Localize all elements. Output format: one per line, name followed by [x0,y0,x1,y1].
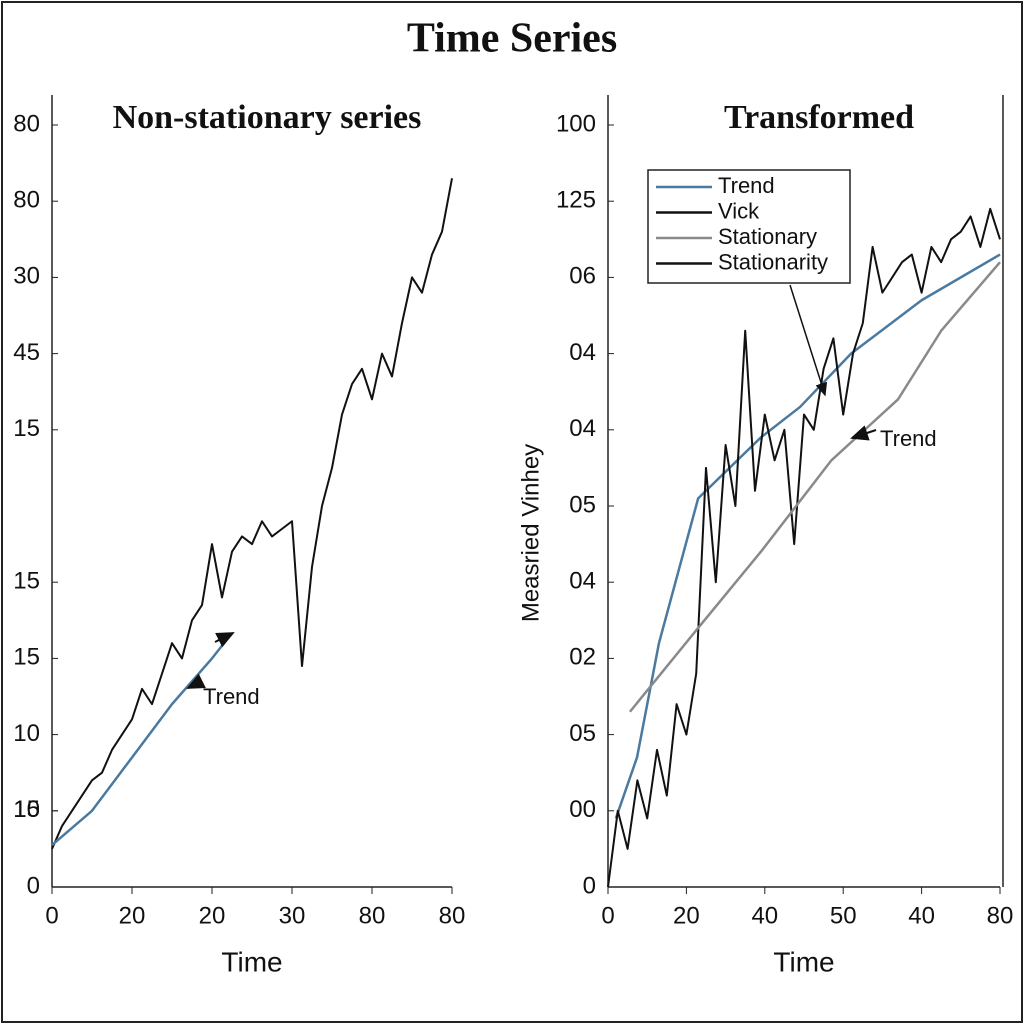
annotation: Trend [203,684,260,709]
y-tick-label: 15 [13,644,40,671]
y-tick-label: 15 [13,568,40,595]
y-tick-label: 04 [569,415,596,442]
x-tick-label: 40 [751,902,778,929]
y-tick-label: 10 [13,720,40,747]
x-axis-label: Time [773,946,834,977]
x-tick-label: 80 [359,902,386,929]
annotation-arrow [789,284,828,397]
annotation-arrow [850,425,877,441]
y-tick-label: 00 [569,796,596,823]
y-tick-label: 125 [556,187,596,214]
legend-label: Vick [718,198,760,223]
x-tick-label: 20 [199,902,226,929]
x-tick-label: 40 [908,902,935,929]
legend-label: Stationary [718,224,817,249]
x-tick-label: 50 [830,902,857,929]
x-tick-label: 20 [673,902,700,929]
y-tick-label: 05 [569,491,596,518]
y-tick-label: 80 [13,187,40,214]
x-tick-label: 30 [279,902,306,929]
y-tick-label: 0 [27,872,40,899]
legend-label: Trend [718,173,775,198]
annotation-arrow [186,673,206,689]
x-tick-label: 0 [45,902,58,929]
y-tick-label: 100 [556,110,596,137]
y-tick-label: 06 [569,263,596,290]
legend-label: Stationarity [718,249,828,274]
y-tick-label: 15 [13,796,40,823]
chart-title: Non-stationary series [113,99,422,136]
data-line [51,642,225,847]
y-tick-label: 80 [13,110,40,137]
page-title: Time Series [407,16,617,62]
y-tick-label: 45 [13,339,40,366]
chart-title: Transformed [724,99,914,136]
y-tick-label: 10 [13,796,40,823]
y-tick-label: 04 [569,568,596,595]
x-axis-label: Time [221,946,282,977]
x-tick-label: 80 [439,902,466,929]
y-tick-label: 15 [13,415,40,442]
y-axis-label: Measried Vinhey [517,444,544,622]
data-line [607,207,1001,888]
annotation: Trend [880,426,937,451]
x-tick-label: 80 [987,902,1014,929]
x-tick-label: 20 [119,902,146,929]
data-line [628,261,1001,713]
x-tick-label: 0 [601,902,614,929]
data-line [51,178,453,850]
annotation-arrow [214,632,235,648]
y-tick-label: 0 [583,872,596,899]
y-tick-label: 05 [569,720,596,747]
y-tick-label: 30 [13,263,40,290]
y-tick-label: 04 [569,339,596,366]
y-tick-label: 02 [569,644,596,671]
